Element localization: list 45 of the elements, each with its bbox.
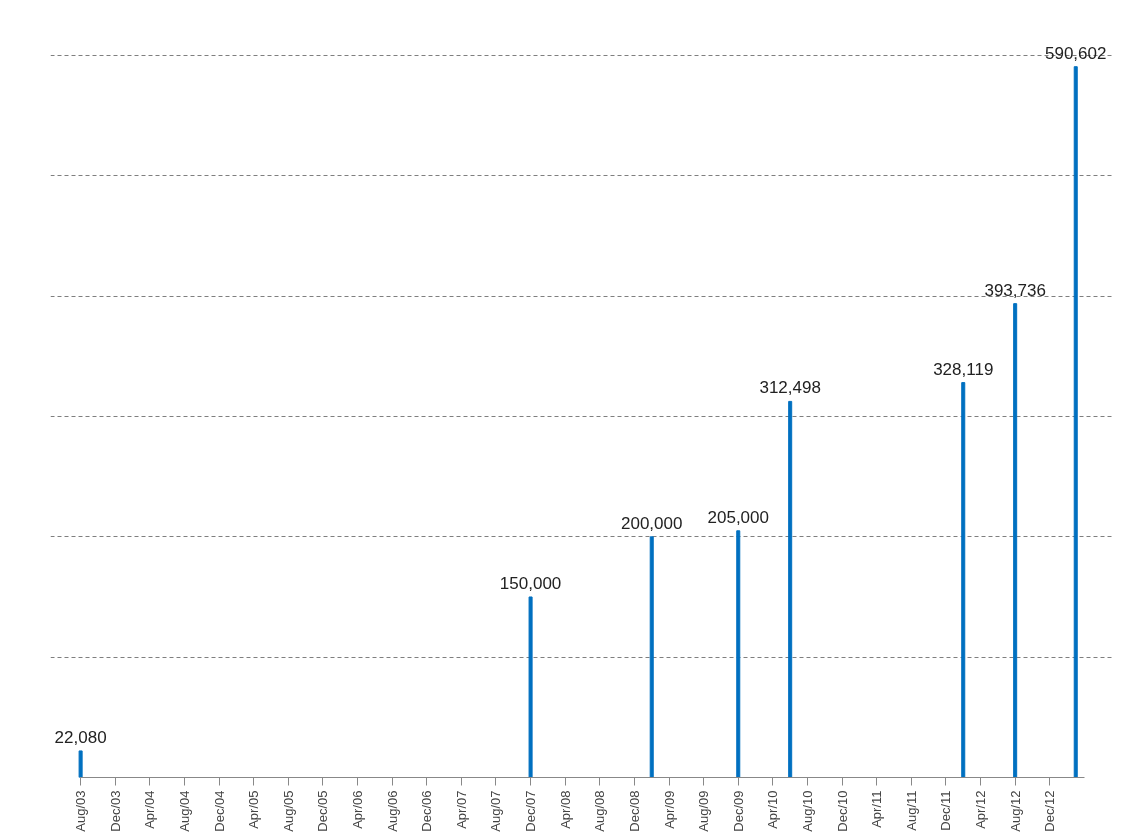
x-tick-label: Apr/06 xyxy=(350,790,366,829)
x-tick-label: Dec/04 xyxy=(211,790,227,832)
x-tick-label: Dec/06 xyxy=(419,790,435,832)
bar xyxy=(736,530,741,778)
bar xyxy=(961,382,966,778)
x-tick-label: Dec/05 xyxy=(315,790,331,832)
x-tick-label: Apr/07 xyxy=(453,790,469,829)
x-tick-label: Dec/11 xyxy=(938,790,954,831)
x-tick-label: Aug/12 xyxy=(1007,790,1023,832)
bar xyxy=(528,596,533,778)
bar xyxy=(1013,303,1018,778)
x-tick-label: Dec/09 xyxy=(730,790,746,832)
x-tick-label: Dec/03 xyxy=(107,790,123,832)
bar xyxy=(78,750,83,778)
x-tick-label: Dec/07 xyxy=(523,790,539,832)
x-tick-label: Apr/10 xyxy=(765,790,781,829)
data-label: 312,498 xyxy=(759,378,821,398)
x-tick-label: Aug/03 xyxy=(73,790,89,832)
x-tick-label: Aug/06 xyxy=(384,790,400,832)
x-tick-label: Apr/11 xyxy=(869,790,885,828)
x-tick-label: Aug/10 xyxy=(799,790,815,832)
x-tick-label: Aug/11 xyxy=(903,790,919,831)
data-label: 205,000 xyxy=(707,507,769,527)
x-tick-label: Dec/12 xyxy=(1042,790,1058,832)
x-tick-label: Aug/04 xyxy=(176,790,192,832)
x-tick-label: Apr/04 xyxy=(142,790,158,829)
x-tick-label: Aug/09 xyxy=(696,790,712,832)
x-tick-label: Apr/08 xyxy=(557,790,573,829)
x-tick-label: Aug/07 xyxy=(488,790,504,832)
x-tick-label: Dec/08 xyxy=(626,790,642,832)
data-label: 22,080 xyxy=(54,727,107,747)
data-label: 590,602 xyxy=(1045,43,1107,63)
x-tick-label: Aug/05 xyxy=(280,790,296,832)
x-tick-label: Apr/05 xyxy=(246,790,262,829)
x-tick-label: Apr/12 xyxy=(973,790,989,829)
bar xyxy=(649,536,654,778)
data-label: 328,119 xyxy=(933,359,994,379)
data-label: 200,000 xyxy=(621,513,683,533)
data-label: 393,736 xyxy=(984,280,1046,300)
data-label: 150,000 xyxy=(499,573,562,593)
bar xyxy=(1073,66,1078,778)
x-tick-label: Dec/10 xyxy=(834,790,850,832)
bar xyxy=(788,400,793,778)
x-tick-label: Aug/08 xyxy=(592,790,608,832)
x-tick-label: Apr/09 xyxy=(661,790,677,829)
